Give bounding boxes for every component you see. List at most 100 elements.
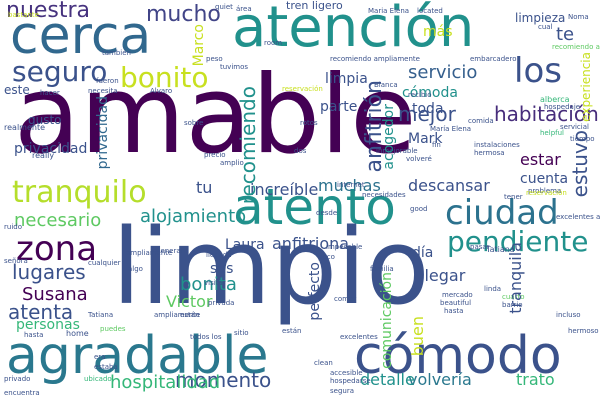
- word-comoda: cómoda: [402, 85, 458, 101]
- word-clean: home: [66, 329, 89, 338]
- word-buen: bonita: [180, 274, 237, 295]
- word-accesible: excelentes: [340, 333, 378, 341]
- word-tatiana: bastante: [8, 11, 39, 19]
- word-home: hasta: [24, 331, 44, 339]
- word-tranquila: tranquila: [506, 242, 525, 314]
- word-segura: ubicado: [84, 375, 112, 383]
- word-noma: Noma: [568, 13, 589, 21]
- word-pasar: familia: [370, 265, 394, 273]
- word-privada: están: [180, 311, 200, 319]
- word-algo: algo: [128, 265, 143, 273]
- word-hacer: realmente: [4, 123, 46, 132]
- word-seguro: seguro: [12, 55, 108, 88]
- word-recomiendo-ampliamente: recomiendo ampliamente: [330, 55, 420, 63]
- word-amabilidad: Alvaro: [150, 87, 173, 95]
- word-poco: poco: [318, 253, 335, 261]
- word-senora: hermoso: [568, 327, 599, 335]
- word-increible: muchas: [318, 176, 381, 195]
- word-transporte: puedes: [100, 325, 126, 333]
- word-ubicado: pasar: [470, 243, 490, 251]
- word-te: te: [556, 24, 575, 45]
- word-maravilla: good: [410, 205, 428, 213]
- word-hospitalidad: estuvo: [568, 130, 592, 198]
- word-porque: rotos: [300, 119, 318, 127]
- word-cerca: cerca: [10, 6, 152, 66]
- word-excelentes-anfitriones: excelentes anfitriones: [556, 213, 600, 221]
- word-pendiente: pendiente: [447, 225, 589, 258]
- word-sobre: sobre: [184, 119, 204, 127]
- word-atento: atento: [233, 178, 396, 236]
- word-much: ampliamente: [126, 249, 173, 257]
- word-volvere: fin: [432, 141, 441, 149]
- word-quiet: peso: [206, 55, 223, 63]
- word-parte: parte: [320, 99, 358, 115]
- word-agradable: agradable: [6, 326, 269, 386]
- word-tren-ligero: tren ligero: [286, 0, 343, 12]
- word-asi: están: [282, 327, 302, 335]
- word-laura: día: [412, 245, 434, 261]
- word-atenta: hospitalidad: [110, 372, 221, 393]
- word-momento: Susana: [22, 284, 88, 305]
- word-tuvimos: embarcadero: [470, 55, 517, 63]
- word-fueron: fueron: [96, 77, 119, 85]
- word-tiempo: tiempo: [570, 135, 595, 143]
- word-located: located: [417, 7, 443, 15]
- word-comer: cualquier: [88, 259, 121, 267]
- word-necesario: necesario: [14, 210, 102, 231]
- word-estar: cuenta: [520, 171, 569, 187]
- word-tener: tener: [504, 193, 523, 201]
- word-descansar: mejor: [398, 102, 456, 126]
- word-llegada: llegada: [206, 251, 232, 259]
- word-instalaciones: instalaciones: [474, 141, 520, 149]
- word-helpful: helpful: [540, 129, 564, 137]
- word-trato: detalle: [360, 370, 415, 389]
- word-comfortable: impecable: [326, 243, 363, 251]
- word-personas: personas: [16, 317, 80, 333]
- word-cualquier: incluso: [556, 311, 581, 319]
- word-lugares: alojamiento: [140, 206, 247, 227]
- word-privacidad: privacidad: [95, 96, 111, 170]
- word-problema: problema: [528, 187, 562, 195]
- word-comodo: cómodo: [354, 326, 562, 386]
- word-familia: Tatiana: [486, 245, 515, 254]
- word-comida: comida: [468, 117, 494, 125]
- word-gusto: gusto: [28, 113, 62, 127]
- word-encuentra: segura: [330, 387, 355, 395]
- word-llegar: estar: [520, 150, 561, 169]
- word-buenas: Tatiana: [88, 311, 114, 319]
- word-dos: dos: [294, 147, 307, 155]
- word-comunicacion: buen: [408, 316, 427, 357]
- word-tranquilo: tranquilo: [12, 175, 147, 210]
- word-nuestra: nuestra: [6, 0, 91, 23]
- word-gracias: inmejorable: [376, 147, 418, 155]
- word-volveria: trato: [516, 370, 555, 389]
- word-tambien: hacer: [40, 89, 60, 97]
- word-cual: cual: [538, 23, 553, 31]
- word-toda: toda: [412, 101, 444, 117]
- word-bonito: bonito: [120, 61, 209, 94]
- word-realmente: recomiendo ampliamente: [552, 43, 600, 51]
- word-hasta: hasta: [444, 307, 464, 315]
- word-tu: tu: [196, 178, 213, 197]
- word-embarcadero: María Elena: [430, 125, 472, 133]
- word-mucho: mucho: [146, 2, 221, 27]
- word-los: los: [514, 51, 562, 91]
- word-marco: Marco: [191, 24, 207, 67]
- word-atencion: atención: [232, 0, 475, 60]
- word-peso: room: [264, 39, 283, 47]
- word-mark: Mark: [408, 131, 443, 147]
- word-amable: amable: [14, 53, 417, 178]
- word-bonita: Laura: [225, 237, 265, 253]
- word-necesita: necesita: [88, 87, 118, 95]
- word-victor: Victor: [166, 292, 213, 311]
- word-servicial: servicial: [560, 123, 589, 131]
- word-hospedarse: accesible: [330, 369, 363, 377]
- word-estuvo: increíble: [250, 180, 319, 199]
- word-blanca: Blanca: [374, 81, 398, 89]
- word-beautiful: beautiful: [440, 299, 472, 307]
- word-recibio: recibió: [408, 91, 432, 99]
- word-cama: señora: [4, 257, 28, 265]
- word-barrio: barrio: [502, 301, 523, 309]
- word-area: quiet: [215, 3, 233, 11]
- word-incluso: privada: [208, 299, 235, 307]
